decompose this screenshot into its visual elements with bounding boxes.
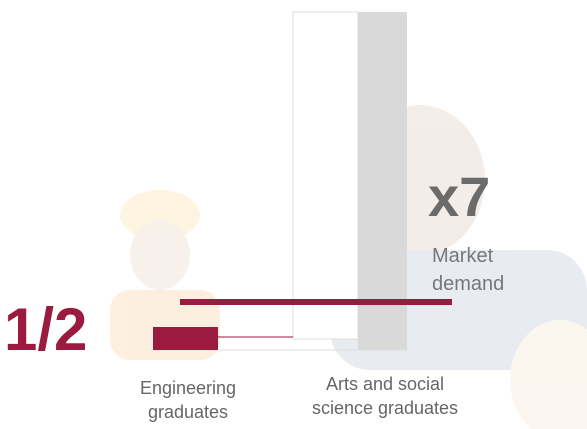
- ratio-label: 1/2: [4, 296, 87, 363]
- market-demand-label: Market: [432, 245, 494, 267]
- market-demand-label: demand: [432, 273, 504, 295]
- arts-label: Arts and social: [326, 374, 444, 394]
- engineering-bar: [153, 327, 218, 350]
- engineering-label: Engineering: [140, 378, 236, 398]
- market-line: [180, 299, 452, 305]
- demand-bar: [358, 12, 407, 350]
- engineering-label: graduates: [148, 402, 228, 422]
- arts-label: science graduates: [312, 398, 458, 418]
- supply-bar: [292, 11, 359, 340]
- multiplier-label: x7: [428, 165, 490, 228]
